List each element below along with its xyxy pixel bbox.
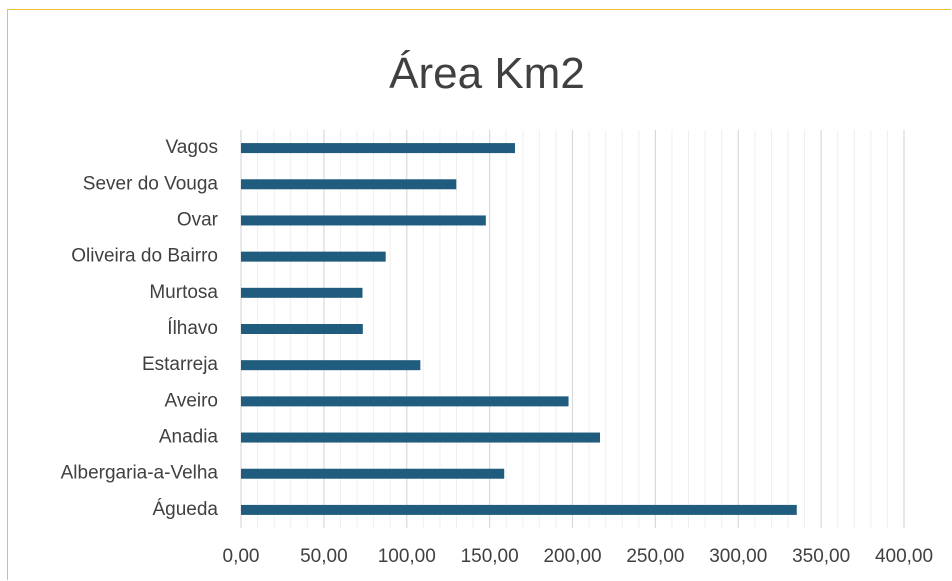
category-label: Estarreja xyxy=(142,354,218,375)
x-tick-label: 200,00 xyxy=(543,546,601,567)
bar xyxy=(241,287,363,298)
bars-layer xyxy=(241,143,797,515)
bar xyxy=(241,143,515,154)
chart-area xyxy=(7,9,951,580)
category-label: Aveiro xyxy=(164,390,218,411)
x-tick-label: 100,00 xyxy=(378,546,436,567)
chart-title: Área Km2 xyxy=(389,49,585,98)
category-label: Águeda xyxy=(152,499,218,520)
bar xyxy=(241,432,601,443)
category-label: Oliveira do Bairro xyxy=(71,246,218,267)
category-label: Anadia xyxy=(159,427,219,448)
category-label: Ovar xyxy=(177,209,219,230)
category-labels: Águeda Albergaria-a-Velha Anadia Aveiro Esta… xyxy=(61,137,219,520)
x-tick-label: 250,00 xyxy=(626,546,684,567)
bar xyxy=(241,324,363,334)
bar xyxy=(241,360,421,371)
bar xyxy=(241,251,386,262)
category-label: Albergaria-a-Velha xyxy=(61,463,219,484)
x-tick-label: 150,00 xyxy=(461,546,519,567)
category-label: Murtosa xyxy=(149,282,218,303)
bar xyxy=(241,504,797,515)
bar xyxy=(241,215,486,226)
x-tick-label: 300,00 xyxy=(709,546,767,567)
x-axis-tick-labels: 0,00 50,00 100,00 150,00 200,00 250,00 300,00 3… xyxy=(223,546,934,567)
category-label: Vagos xyxy=(166,137,218,158)
bar xyxy=(241,468,505,479)
bar xyxy=(241,396,569,407)
x-tick-label: 0,00 xyxy=(223,546,260,567)
x-tick-label: 400,00 xyxy=(875,546,933,567)
bar xyxy=(241,179,457,190)
category-label: Ílhavo xyxy=(167,318,218,339)
x-tick-label: 350,00 xyxy=(792,546,850,567)
x-tick-label: 50,00 xyxy=(300,546,348,567)
category-label: Sever do Vouga xyxy=(83,173,219,194)
